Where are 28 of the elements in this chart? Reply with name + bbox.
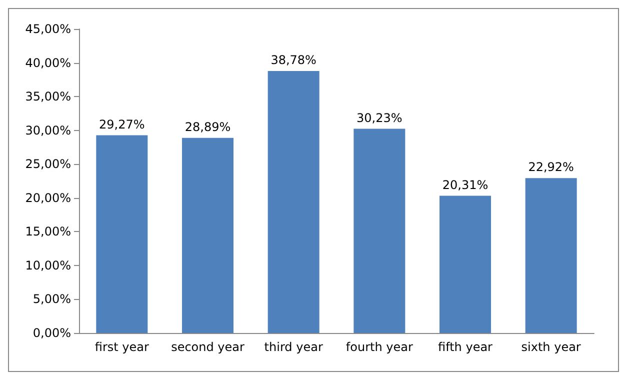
y-tick-label: 15,00% — [25, 224, 71, 239]
bar — [182, 138, 234, 333]
data-label: 29,27% — [99, 117, 145, 132]
y-tick-label: 35,00% — [25, 90, 71, 104]
y-tick-label: 20,00% — [25, 190, 71, 205]
y-tick-label: 0,00% — [32, 326, 71, 340]
bar — [268, 71, 320, 333]
y-tick-label: 5,00% — [32, 292, 71, 306]
x-tick-label: third year — [264, 340, 323, 354]
x-tick-label: fourth year — [346, 340, 413, 354]
data-label: 22,92% — [528, 160, 574, 174]
y-tick-label: 25,00% — [25, 157, 71, 172]
y-tick-label: 30,00% — [25, 123, 71, 138]
y-tick-label: 45,00% — [25, 22, 71, 36]
x-tick-label: second year — [171, 340, 245, 354]
bar — [354, 128, 406, 333]
bar — [96, 135, 148, 333]
data-label: 20,31% — [442, 178, 488, 192]
y-tick-label: 10,00% — [25, 258, 71, 272]
x-tick-label: fifth year — [438, 340, 493, 354]
bar — [440, 196, 491, 333]
bar — [525, 178, 577, 333]
y-tick-label: 40,00% — [25, 56, 71, 70]
x-tick-label: sixth year — [521, 340, 581, 354]
x-tick-label: first year — [94, 340, 149, 354]
data-label: 38,78% — [270, 53, 316, 68]
data-label: 28,89% — [184, 120, 231, 134]
data-label: 30,23% — [356, 110, 402, 125]
